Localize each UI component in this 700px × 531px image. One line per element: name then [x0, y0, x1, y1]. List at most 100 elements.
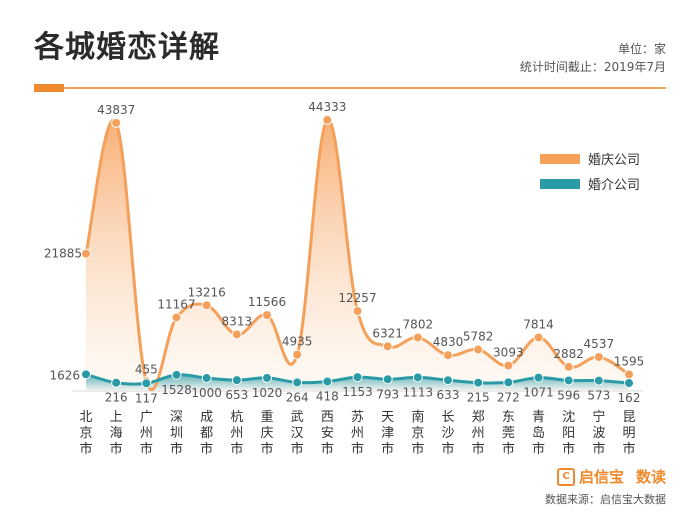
data-label-wedding: 4830	[433, 335, 464, 349]
x-tick-label: 郑州市	[471, 410, 485, 457]
data-point-wedding	[503, 360, 514, 371]
data-point-matchmaking	[292, 377, 303, 388]
x-tick-label: 北京市	[79, 410, 93, 457]
x-tick-label: 长沙市	[441, 410, 455, 457]
x-tick-label: 广州市	[139, 410, 153, 457]
data-point-wedding	[111, 117, 122, 128]
data-label-matchmaking: 216	[105, 391, 128, 405]
data-point-matchmaking	[563, 375, 574, 386]
brand-logo: C 启信宝 数读	[557, 466, 666, 487]
brand-name: 启信宝	[579, 468, 625, 486]
x-tick-label: 武汉市	[290, 410, 304, 457]
data-point-wedding	[262, 310, 272, 321]
data-point-matchmaking	[624, 378, 634, 389]
data-point-wedding	[292, 349, 303, 360]
data-point-matchmaking	[111, 377, 122, 388]
data-point-matchmaking	[201, 373, 212, 384]
brand-icon: C	[557, 467, 575, 486]
legend-item-matchmaking: 婚介公司	[540, 174, 640, 193]
data-label-matchmaking: 1000	[191, 386, 222, 400]
data-point-wedding	[473, 344, 484, 355]
x-tick-label: 西安市	[320, 410, 334, 457]
data-point-matchmaking	[81, 369, 91, 380]
data-label-wedding: 43837	[97, 103, 135, 117]
x-tick-label: 杭州市	[230, 410, 244, 457]
data-source: 数据来源：启信宝大数据	[545, 493, 666, 506]
x-tick-label: 上海市	[109, 410, 123, 457]
data-label-wedding: 6321	[372, 326, 403, 340]
data-point-wedding	[352, 305, 363, 316]
data-label-wedding: 11566	[248, 295, 286, 309]
data-point-wedding	[563, 361, 574, 372]
data-label-wedding: 44333	[308, 100, 346, 114]
data-point-wedding	[322, 114, 333, 125]
x-tick-label: 青岛市	[531, 410, 545, 457]
data-label-matchmaking: 1071	[523, 386, 554, 400]
header-accent-bar	[34, 84, 64, 92]
data-label-wedding: 5782	[463, 330, 494, 344]
data-label-wedding: 4935	[282, 335, 313, 349]
data-label-matchmaking: 162	[618, 391, 641, 405]
data-point-matchmaking	[141, 378, 152, 389]
data-label-wedding: 455	[135, 362, 158, 376]
data-point-matchmaking	[443, 375, 453, 386]
data-point-matchmaking	[322, 376, 333, 387]
x-tick-label: 苏州市	[350, 410, 364, 457]
data-label-matchmaking: 215	[467, 391, 490, 405]
x-tick-label: 南京市	[411, 410, 425, 457]
data-label-wedding: 7814	[523, 317, 554, 331]
x-tick-label: 天津市	[381, 410, 395, 457]
data-label-wedding: 8313	[222, 314, 253, 328]
area-matchmaking	[86, 374, 629, 390]
data-label-wedding: 1595	[614, 354, 645, 368]
legend-swatch-wedding	[540, 153, 580, 164]
data-point-matchmaking	[473, 377, 484, 388]
page-title: 各城婚恋详解	[34, 30, 220, 65]
unit-label: 单位：家	[617, 42, 666, 56]
data-label-matchmaking: 117	[135, 391, 158, 405]
data-point-matchmaking	[533, 372, 544, 383]
x-tick-label: 东莞市	[501, 410, 515, 457]
data-label-wedding: 3093	[493, 346, 524, 360]
data-point-matchmaking	[382, 374, 393, 385]
data-label-matchmaking: 264	[286, 390, 309, 404]
x-tick-label: 成都市	[200, 410, 214, 457]
data-label-wedding: 4537	[584, 337, 615, 351]
data-point-wedding	[201, 300, 212, 311]
data-label-matchmaking: 596	[557, 388, 580, 402]
data-point-wedding	[593, 351, 604, 362]
data-label-matchmaking: 573	[587, 389, 610, 403]
legend-item-wedding: 婚庆公司	[540, 149, 640, 168]
data-label-matchmaking: 653	[225, 388, 248, 402]
x-tick-label: 宁波市	[592, 410, 606, 457]
data-point-matchmaking	[171, 369, 182, 380]
data-label-matchmaking: 1020	[252, 386, 283, 400]
data-label-matchmaking: 1528	[161, 383, 192, 397]
data-label-wedding: 12257	[338, 291, 376, 305]
brand-sub: 数读	[636, 468, 667, 486]
data-point-matchmaking	[503, 377, 514, 388]
data-point-wedding	[412, 332, 423, 343]
data-label-matchmaking: 793	[376, 387, 399, 401]
data-label-matchmaking: 1626	[49, 368, 80, 382]
data-label-wedding: 11167	[157, 297, 195, 311]
date-label: 统计时间截止：2019年7月	[519, 60, 666, 74]
legend-label-matchmaking: 婚介公司	[588, 178, 641, 193]
data-label-wedding: 7802	[403, 318, 434, 332]
legend-label-wedding: 婚庆公司	[588, 153, 641, 168]
data-point-matchmaking	[412, 372, 423, 383]
data-point-wedding	[624, 369, 634, 380]
data-label-wedding: 21885	[44, 247, 82, 261]
data-label-matchmaking: 418	[316, 390, 339, 404]
data-label-wedding: 2882	[553, 347, 584, 361]
legend-swatch-matchmaking	[540, 178, 580, 189]
x-tick-label: 深圳市	[169, 410, 183, 457]
data-point-wedding	[81, 248, 91, 259]
data-point-matchmaking	[231, 375, 242, 386]
data-point-matchmaking	[593, 375, 604, 386]
x-tick-label: 重庆市	[260, 410, 274, 457]
data-point-wedding	[171, 312, 182, 323]
data-point-wedding	[231, 329, 242, 340]
x-tick-label: 沈阳市	[562, 410, 576, 457]
